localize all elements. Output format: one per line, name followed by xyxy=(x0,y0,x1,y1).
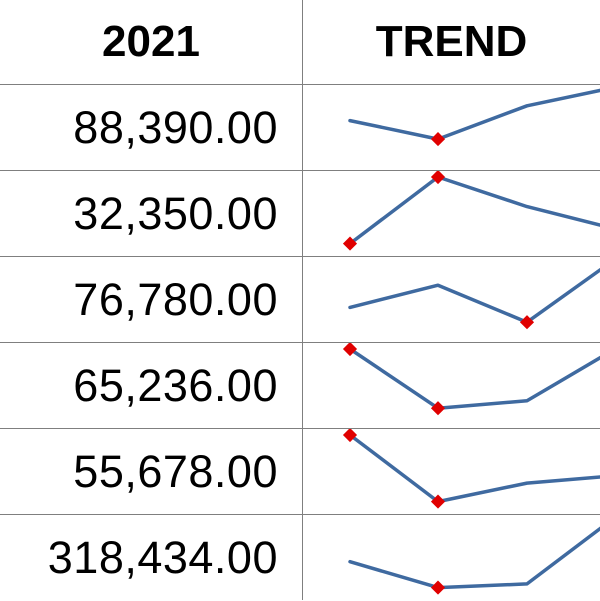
sparkline-chart xyxy=(342,343,600,416)
row-divider xyxy=(0,514,600,515)
sparkline-cell-5[interactable] xyxy=(303,429,600,515)
sparkline-marker xyxy=(430,132,446,147)
sparkline-chart xyxy=(342,171,600,251)
sparkline-cell-6[interactable] xyxy=(303,515,600,601)
sparkline-series xyxy=(348,526,600,590)
column-divider xyxy=(302,0,303,600)
row-divider xyxy=(0,170,600,171)
row-divider xyxy=(0,342,600,343)
sparkline-marker xyxy=(519,315,535,330)
sparkline-marker xyxy=(430,580,446,595)
sparkline-chart xyxy=(342,429,600,509)
sparkline-cell-2[interactable] xyxy=(303,171,600,257)
value-cell-5[interactable]: 55,678.00 xyxy=(73,446,278,497)
row-divider xyxy=(0,428,600,429)
header-year[interactable]: 2021 xyxy=(102,17,200,66)
sparkline-cell-3[interactable] xyxy=(303,257,600,343)
value-cell-1[interactable]: 88,390.00 xyxy=(73,102,278,153)
sparkline-series xyxy=(348,267,600,324)
sparkline-series xyxy=(348,433,600,504)
sparkline-marker xyxy=(430,171,446,185)
sparkline-marker xyxy=(430,401,446,416)
sparkline-series xyxy=(348,88,600,141)
sparkline-cell-4[interactable] xyxy=(303,343,600,429)
sparkline-marker xyxy=(342,236,358,251)
value-cell-6[interactable]: 318,434.00 xyxy=(47,532,278,583)
sparkline-series xyxy=(348,347,600,410)
value-cell-4[interactable]: 65,236.00 xyxy=(73,360,278,411)
row-divider xyxy=(0,256,600,257)
sparkline-chart xyxy=(348,267,600,330)
row-divider xyxy=(0,84,600,85)
header-trend[interactable]: TREND xyxy=(375,17,528,66)
value-cell-2[interactable]: 32,350.00 xyxy=(73,188,278,239)
sparkline-chart xyxy=(348,526,600,595)
sparkline-series xyxy=(348,175,600,246)
sparkline-marker xyxy=(342,429,358,443)
sparkline-chart xyxy=(348,88,600,147)
sparkline-marker xyxy=(342,343,358,357)
sparkline-cell-1[interactable] xyxy=(303,85,600,171)
sparkline-marker xyxy=(430,494,446,509)
value-cell-3[interactable]: 76,780.00 xyxy=(73,274,278,325)
